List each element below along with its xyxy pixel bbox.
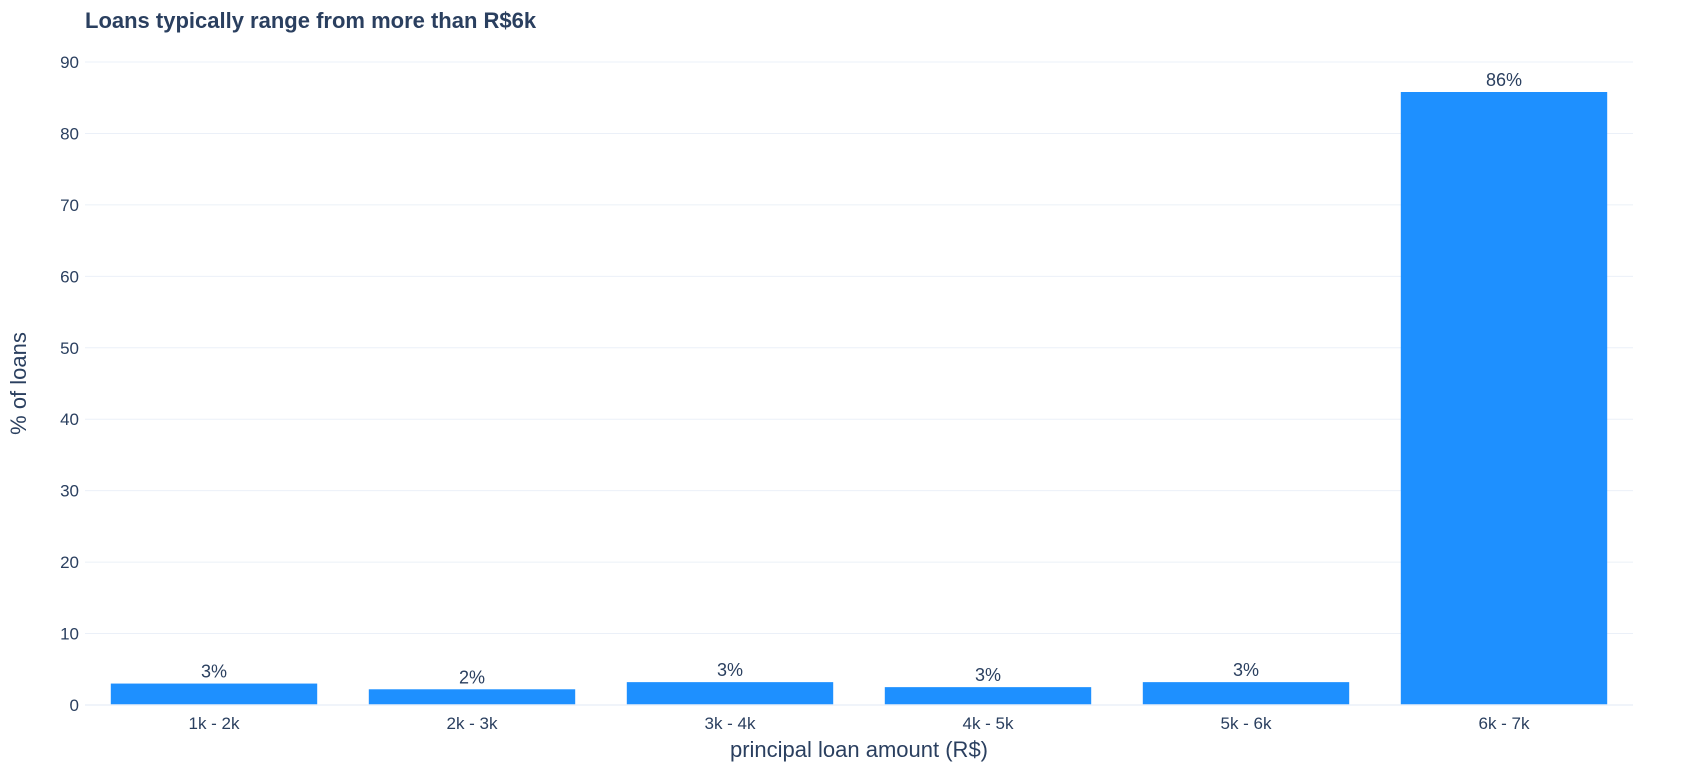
y-tick-label: 70 [60,196,79,215]
y-tick-label: 60 [60,267,79,286]
y-tick-label: 20 [60,553,79,572]
bars [110,92,1608,706]
bar-value-label: 3% [1233,660,1259,680]
y-tick-label: 0 [70,696,79,715]
x-tick-label: 1k - 2k [188,714,240,733]
x-axis-ticks: 1k - 2k 2k - 3k 3k - 4k 4k - 5k 5k - 6k 6k - … [188,714,1530,733]
y-tick-label: 30 [60,482,79,501]
data-labels: 3% 2% 3% 3% 3% 86% [201,70,1522,687]
y-tick-label: 40 [60,410,79,429]
bar [110,683,318,705]
bar-value-label: 3% [717,660,743,680]
x-tick-label: 6k - 7k [1478,714,1530,733]
bar [1142,682,1350,705]
x-tick-label: 4k - 5k [962,714,1014,733]
x-tick-label: 2k - 3k [446,714,498,733]
bar-value-label: 3% [975,665,1001,685]
chart-title: Loans typically range from more than R$6… [85,8,537,33]
gridlines [85,61,1633,635]
bar [884,687,1092,705]
bar-value-label: 2% [459,667,485,687]
x-tick-label: 3k - 4k [704,714,756,733]
y-tick-label: 90 [60,53,79,72]
y-axis-ticks: 0 10 20 30 40 50 60 70 80 90 [60,53,79,715]
y-axis-title: % of loans [6,332,31,435]
y-tick-label: 80 [60,124,79,143]
bar-value-label: 3% [201,662,227,682]
bar [368,689,576,705]
x-axis-title: principal loan amount (R$) [730,737,988,762]
y-tick-label: 50 [60,339,79,358]
bar [1400,92,1608,706]
bar-value-label: 86% [1486,70,1522,90]
bar [626,682,834,705]
y-tick-label: 10 [60,625,79,644]
x-tick-label: 5k - 6k [1220,714,1272,733]
